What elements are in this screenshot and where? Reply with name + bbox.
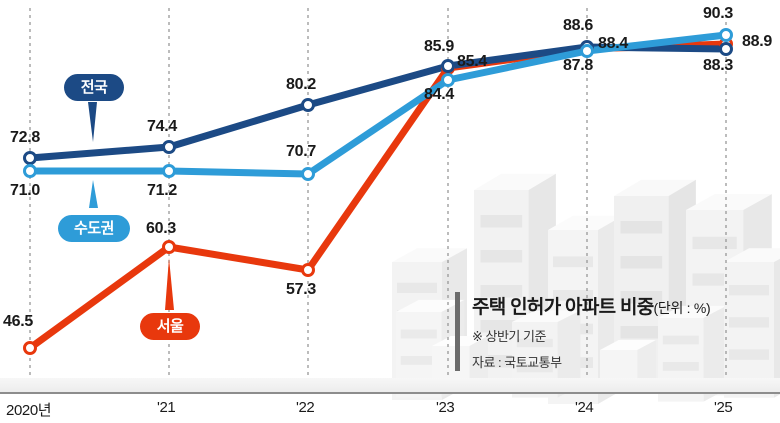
- value-label-seoul-2024: 88.4: [598, 35, 628, 52]
- series-line-national: [26, 43, 730, 162]
- chart-title: 주택 인허가 아파트 비중: [472, 297, 654, 318]
- value-label-seoul-2025: 88.9: [742, 33, 772, 50]
- x-tick-2025: '25: [714, 399, 733, 416]
- callout-tail-metro: [89, 180, 98, 208]
- value-label-metro-2024: 87.8: [563, 57, 593, 74]
- callout-metro[interactable]: 수도권: [58, 215, 130, 242]
- value-label-national-2021: 74.4: [147, 118, 177, 135]
- value-label-metro-2025: 90.3: [703, 5, 733, 22]
- chart-note: ※ 상반기 기준: [472, 329, 546, 344]
- value-label-seoul-2021: 60.3: [146, 220, 176, 237]
- callout-tail-seoul: [165, 258, 174, 310]
- x-tick-2024: '24: [575, 399, 594, 416]
- value-label-national-2024: 88.6: [563, 17, 593, 34]
- callout-tails: [88, 102, 174, 310]
- series-markers-national: [23, 40, 733, 165]
- chart-unit: (단위 : %): [653, 300, 711, 316]
- value-label-metro-2021: 71.2: [147, 182, 177, 199]
- callout-national[interactable]: 전국: [64, 74, 124, 101]
- value-label-metro-2020: 71.0: [10, 182, 40, 199]
- value-label-metro-2023: 84.4: [424, 86, 454, 103]
- value-label-seoul-2022: 57.3: [286, 281, 316, 298]
- value-label-national-2020: 72.8: [10, 129, 40, 146]
- series-line-metro: [26, 31, 730, 178]
- x-tick-2022: '22: [296, 399, 315, 416]
- callout-seoul[interactable]: 서울: [140, 313, 200, 340]
- callout-national-label: 전국: [80, 79, 108, 96]
- value-label-national-2025: 88.3: [703, 57, 733, 74]
- value-label-metro-2022: 70.7: [286, 143, 316, 160]
- value-label-seoul-2023: 85.4: [457, 53, 487, 70]
- chart-title-block: 주택 인허가 아파트 비중(단위 : %) ※ 상반기 기준 자료 : 국토교통…: [455, 292, 711, 371]
- series-markers-metro: [23, 28, 733, 181]
- callout-tail-national: [88, 102, 97, 142]
- value-label-national-2023: 85.9: [424, 38, 454, 55]
- callout-metro-label: 수도권: [74, 220, 114, 237]
- x-tick-2023: '23: [436, 399, 455, 416]
- chart-source: 자료 : 국토교통부: [472, 355, 562, 370]
- value-label-national-2022: 80.2: [286, 76, 316, 93]
- x-tick-2020: 2020년: [6, 402, 52, 419]
- chart-title-line: 주택 인허가 아파트 비중(단위 : %): [472, 292, 711, 319]
- callout-seoul-label: 서울: [156, 318, 184, 335]
- x-axis-band: [0, 378, 780, 393]
- x-tick-2021: '21: [157, 399, 176, 416]
- value-label-seoul-2020: 46.5: [3, 313, 33, 330]
- x-axis-line: [0, 392, 780, 394]
